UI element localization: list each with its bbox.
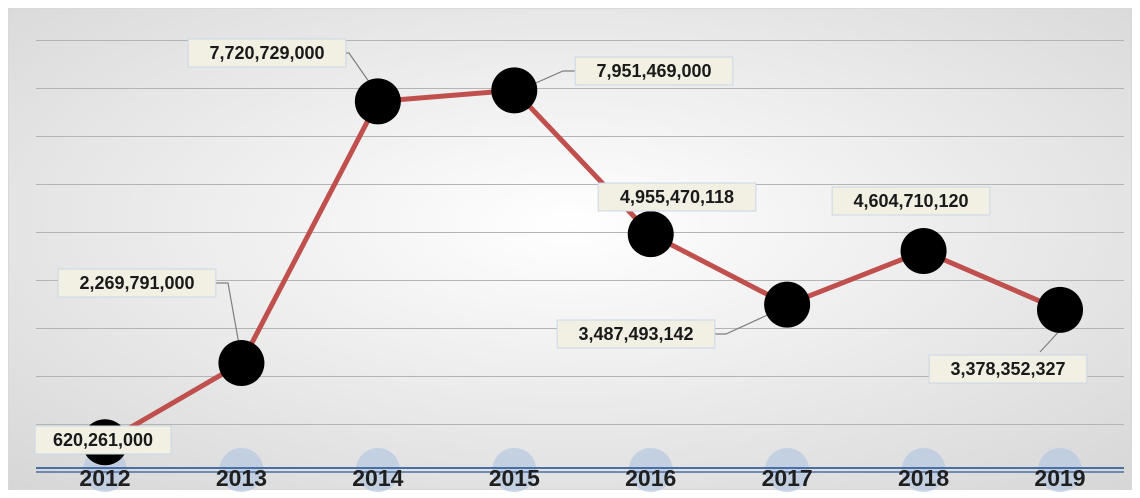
data-label-text: 4,604,710,120 (853, 191, 968, 211)
data-label-box (831, 186, 991, 216)
axis-bubble (355, 448, 400, 492)
plot-background (9, 9, 1131, 489)
chart-frame (8, 8, 1132, 490)
data-label-box (556, 319, 716, 349)
x-tick-label: 2015 (489, 465, 540, 491)
data-label: 2,269,791,000 (57, 268, 217, 298)
x-tick-label: 2018 (898, 465, 949, 491)
data-label-text: 2,269,791,000 (79, 273, 194, 293)
axis-bubble (219, 448, 264, 492)
data-point-marker (900, 227, 947, 274)
data-label: 620,261,000 (34, 425, 172, 455)
data-label: 4,955,470,118 (597, 182, 757, 212)
data-label: 7,720,729,000 (187, 38, 347, 68)
x-tick-label: 2013 (216, 465, 267, 491)
data-label-box (597, 182, 757, 212)
data-label-text: 7,720,729,000 (209, 43, 324, 63)
axis-bubble (901, 448, 946, 492)
x-tick-label: 2012 (79, 465, 130, 491)
leader-line (216, 282, 241, 351)
data-label-box (57, 268, 217, 298)
data-point-marker (491, 67, 538, 114)
x-tick-label: 2016 (625, 465, 676, 491)
data-label-box (187, 38, 347, 68)
data-label-text: 3,487,493,142 (578, 324, 693, 344)
data-label-text: 620,261,000 (53, 430, 153, 450)
data-point-marker (354, 78, 401, 125)
data-label-box (574, 56, 734, 86)
data-label: 3,487,493,142 (556, 319, 716, 349)
axis-bubble (628, 448, 673, 492)
axis-bubble (1038, 448, 1083, 492)
data-label-text: 4,955,470,118 (620, 187, 734, 207)
x-tick-label: 2017 (762, 465, 813, 491)
data-labels: 620,261,000 2,269,791,000 7,720,729,000 7,9… (34, 38, 1088, 455)
x-tick-label: 2014 (352, 465, 403, 491)
data-label: 3,378,352,327 (928, 354, 1088, 384)
data-point-marker (764, 281, 811, 328)
data-label-box (34, 425, 172, 455)
data-point-marker (627, 211, 674, 258)
data-label: 4,604,710,120 (831, 186, 991, 216)
x-tick-labels: 2012 2013 2014 2015 2016 2017 2018 2019 (79, 465, 1085, 491)
axis-bubble (492, 448, 537, 492)
data-label: 7,951,469,000 (574, 56, 734, 86)
data-label-text: 3,378,352,327 (950, 359, 1065, 379)
data-label-text: 7,951,469,000 (596, 61, 711, 81)
x-tick-label: 2019 (1034, 465, 1085, 491)
series-line-layer (103, 87, 1062, 445)
axis-bubble (765, 448, 810, 492)
series-line (103, 87, 1062, 445)
data-point-marker (1037, 286, 1084, 333)
leader-line (714, 311, 775, 335)
data-label-box (928, 354, 1088, 384)
data-point-marker (218, 340, 265, 387)
